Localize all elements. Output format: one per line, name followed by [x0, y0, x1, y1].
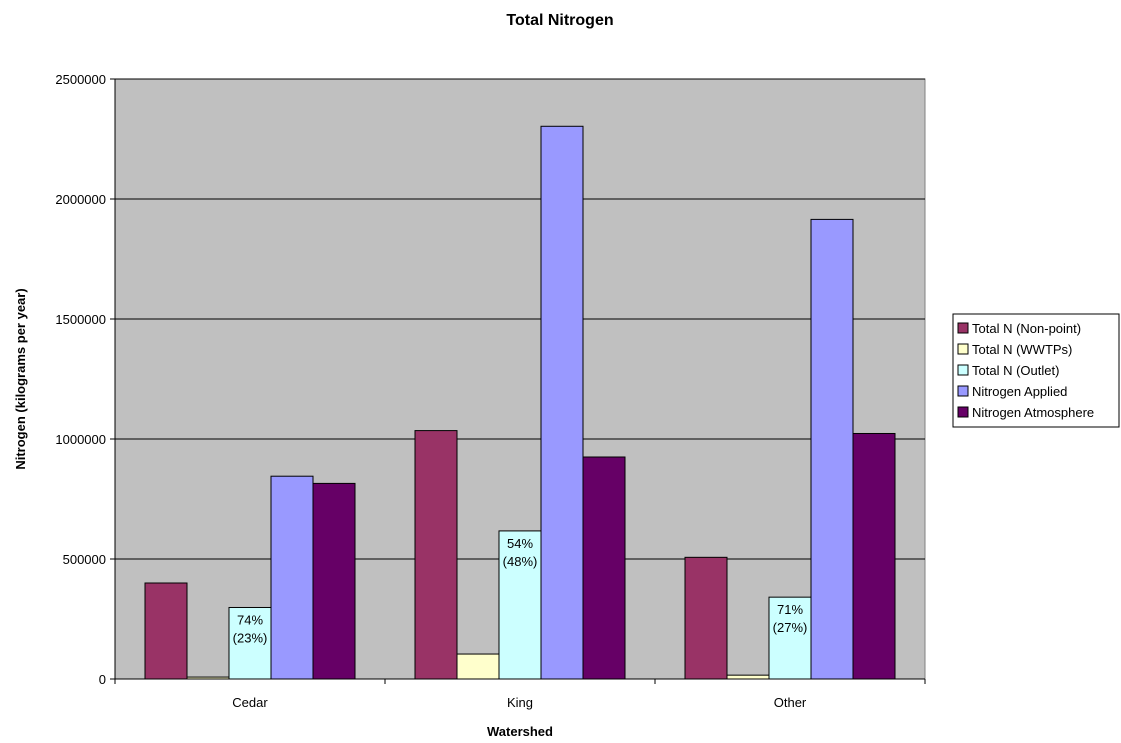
y-tick-label: 1500000 [55, 312, 106, 327]
data-label: 54% [507, 536, 533, 551]
legend-box [952, 313, 1120, 428]
legend-swatch [957, 406, 969, 418]
y-tick-label: 2000000 [55, 192, 106, 207]
legend-swatch [957, 364, 969, 376]
bar [684, 556, 728, 680]
bar [186, 676, 230, 680]
legend-label: Nitrogen Atmosphere [972, 405, 1094, 420]
x-axis-title: Watershed [487, 724, 553, 739]
y-tick-label: 2500000 [55, 72, 106, 87]
bar [582, 456, 626, 680]
bar [540, 125, 584, 680]
legend-swatch [957, 322, 969, 334]
x-tick-label: King [507, 695, 533, 710]
legend-swatch [957, 343, 969, 355]
legend: Total N (Non-point) Total N (WWTPs) Total … [952, 313, 1120, 428]
legend-label: Total N (Outlet) [972, 363, 1059, 378]
legend-label: Nitrogen Applied [972, 384, 1067, 399]
y-tick-label: 500000 [63, 552, 106, 567]
data-label: (48%) [503, 554, 538, 569]
legend-label: Total N (WWTPs) [972, 342, 1072, 357]
data-label: (23%) [233, 630, 268, 645]
bar [498, 530, 542, 680]
bar [144, 582, 188, 680]
bar [726, 674, 770, 680]
data-label: (27%) [773, 620, 808, 635]
bar [810, 218, 854, 680]
legend-swatch [957, 385, 969, 397]
y-tick-label: 1000000 [55, 432, 106, 447]
plot-area: 0 500000 1000000 1500000 2000000 2500000 74% (2… [55, 72, 926, 710]
x-tick-label: Other [774, 695, 807, 710]
bar [312, 482, 356, 680]
data-label: 71% [777, 602, 803, 617]
x-tick-label: Cedar [232, 695, 268, 710]
bar [414, 430, 458, 680]
data-label: 74% [237, 612, 263, 627]
bar [228, 606, 272, 680]
bar [852, 432, 896, 680]
bar [456, 653, 500, 680]
legend-label: Total N (Non-point) [972, 321, 1081, 336]
y-tick-label: 0 [99, 672, 106, 687]
bar [270, 475, 314, 680]
y-axis-title: Nitrogen (kilograms per year) [13, 288, 28, 469]
chart-title: Total Nitrogen [506, 12, 613, 29]
